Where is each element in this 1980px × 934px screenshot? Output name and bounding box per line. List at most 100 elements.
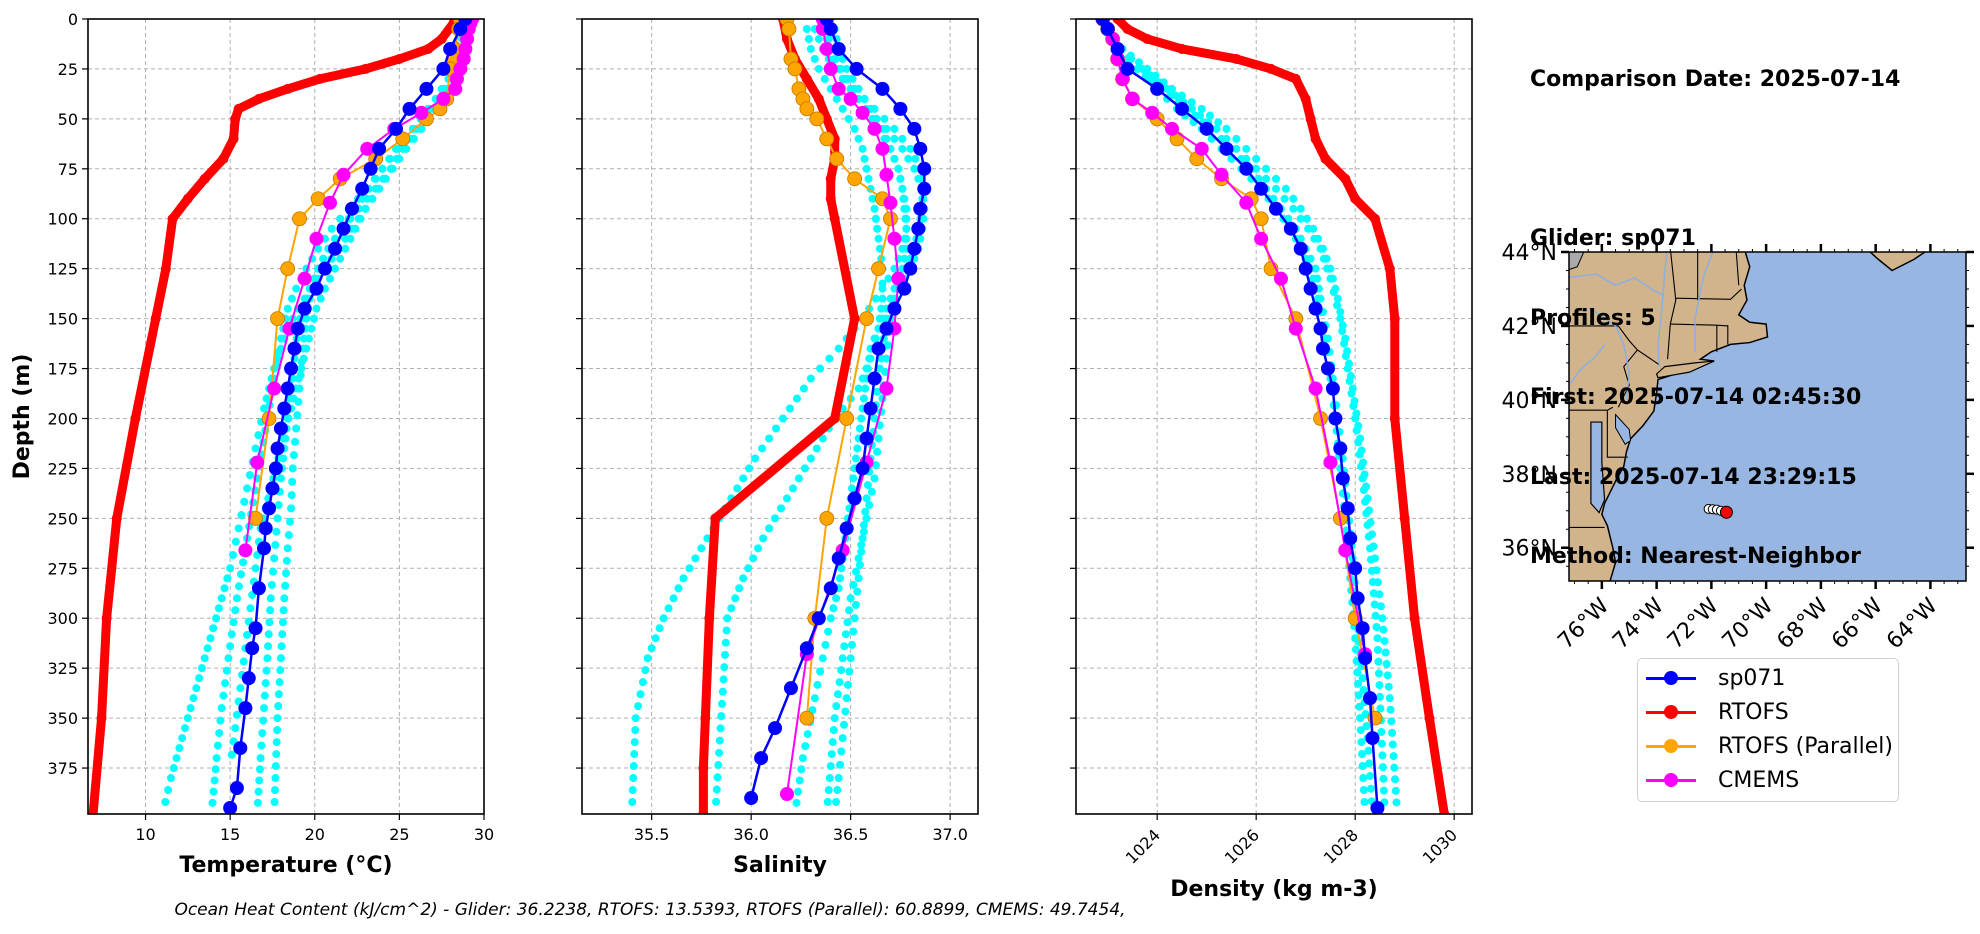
ensemble-dot [178,734,187,743]
data-point-sp071 [1254,181,1269,196]
ensemble-dot [166,774,175,783]
river [1657,252,1668,367]
map-area [1569,252,1966,581]
ensemble-dot [631,726,640,735]
ensemble-dot [854,134,863,143]
ensemble-dot [379,174,388,183]
ensemble-dot [867,487,876,496]
ensemble-dot [854,574,863,583]
y-tick-label: 25 [58,60,78,79]
ensemble-dot [234,524,243,533]
ensemble-dot [1314,294,1323,303]
ensemble-dot [723,614,732,623]
data-point-cmems [336,167,351,182]
ensemble-dot [1371,611,1380,620]
ensemble-dot [1357,738,1366,747]
data-point-sp071 [1110,41,1125,56]
ensemble-dot [1359,486,1368,495]
ensemble-dot [1376,602,1385,611]
ensemble-dot [262,666,271,675]
ensemble-dot [716,724,725,733]
ensemble-dot [900,194,909,203]
ensemble-dot [257,741,266,750]
ensemble-dot [911,154,920,163]
ensemble-dot [818,434,827,443]
ensemble-dot [1372,622,1381,631]
ensemble-dot [840,720,849,729]
ensemble-dot [865,354,874,363]
y-tick-label: 100 [47,210,78,229]
ensemble-dot [840,642,849,651]
ensemble-dot [1358,762,1367,771]
ensemble-dot [838,734,847,743]
data-point-sp071 [1120,61,1135,76]
data-point-sp071 [875,81,890,96]
data-point-sp071 [887,301,902,316]
ensemble-dot [855,424,864,433]
ensemble-dot [812,444,821,453]
ensemble-dot [169,764,178,773]
data-point-cmems [867,121,882,136]
ensemble-dot [858,534,867,543]
lon-tick-label: 68°W [1772,593,1833,654]
ensemble-dot [857,414,866,423]
ensemble-dot [714,761,723,770]
ensemble-dot [864,174,873,183]
data-point-rtofs [218,153,229,164]
ensemble-dot [354,214,363,223]
info-glider: Glider: sp071 [1530,226,1696,251]
ensemble-dot [243,630,252,639]
ensemble-dot [810,694,819,703]
ensemble-dot [1341,352,1350,361]
data-point-rtofs [1266,63,1277,74]
data-point-sp071 [811,611,826,626]
ensemble-dot [212,614,221,623]
ensemble-dot [307,324,316,333]
data-point-rtofs [1142,33,1153,44]
lat-tick-label: 42°N [1502,315,1557,340]
data-point-sp071 [273,421,288,436]
lake-ontario [1569,252,1585,271]
x-tick-label: 35.5 [634,825,670,844]
ensemble-dot [1364,746,1373,755]
ensemble-dot [840,74,849,83]
ensemble-dot [284,531,293,540]
ensemble-dot [861,507,870,516]
ensemble-dot [276,654,285,663]
data-point-sp071 [1363,691,1378,706]
ensemble-dot [259,716,268,725]
ensemble-dot [1363,521,1372,530]
ensemble-dot [1347,389,1356,398]
ensemble-dot [226,564,235,573]
ensemble-dot [1345,377,1354,386]
data-point-sp071 [1343,531,1358,546]
ensemble-dot [1365,759,1374,768]
ensemble-dot [1127,54,1136,63]
data-point-rtofs [436,33,447,44]
ensemble-dot [203,644,212,653]
ensemble-dot [265,618,274,627]
ensemble-dot [878,284,887,293]
axes-frame [87,18,485,815]
ensemble-dot [1336,307,1345,316]
data-point-cmems [297,271,312,286]
data-point-sp071 [345,201,359,216]
data-point-rtofs [167,213,178,224]
ensemble-dot [1354,679,1363,688]
x-tick-label: 10 [135,825,155,844]
ensemble-dot [841,707,850,716]
ensemble-dot [231,606,240,615]
data-point-sp071 [867,371,882,386]
ensemble-dot [1177,91,1186,100]
x-tick-label: 1024 [1122,825,1164,867]
data-point-rtofs [700,713,711,724]
river [1569,273,1666,298]
ensemble-dot [859,527,868,536]
ensemble-dot [1214,118,1223,127]
data-point-sp071 [258,521,273,536]
lon-tick-label: 64°W [1882,593,1943,654]
data-point-sp071 [1100,21,1115,36]
ensemble-dot [287,491,296,500]
ensemble-dot [310,274,319,283]
ensemble-dot [886,294,895,303]
